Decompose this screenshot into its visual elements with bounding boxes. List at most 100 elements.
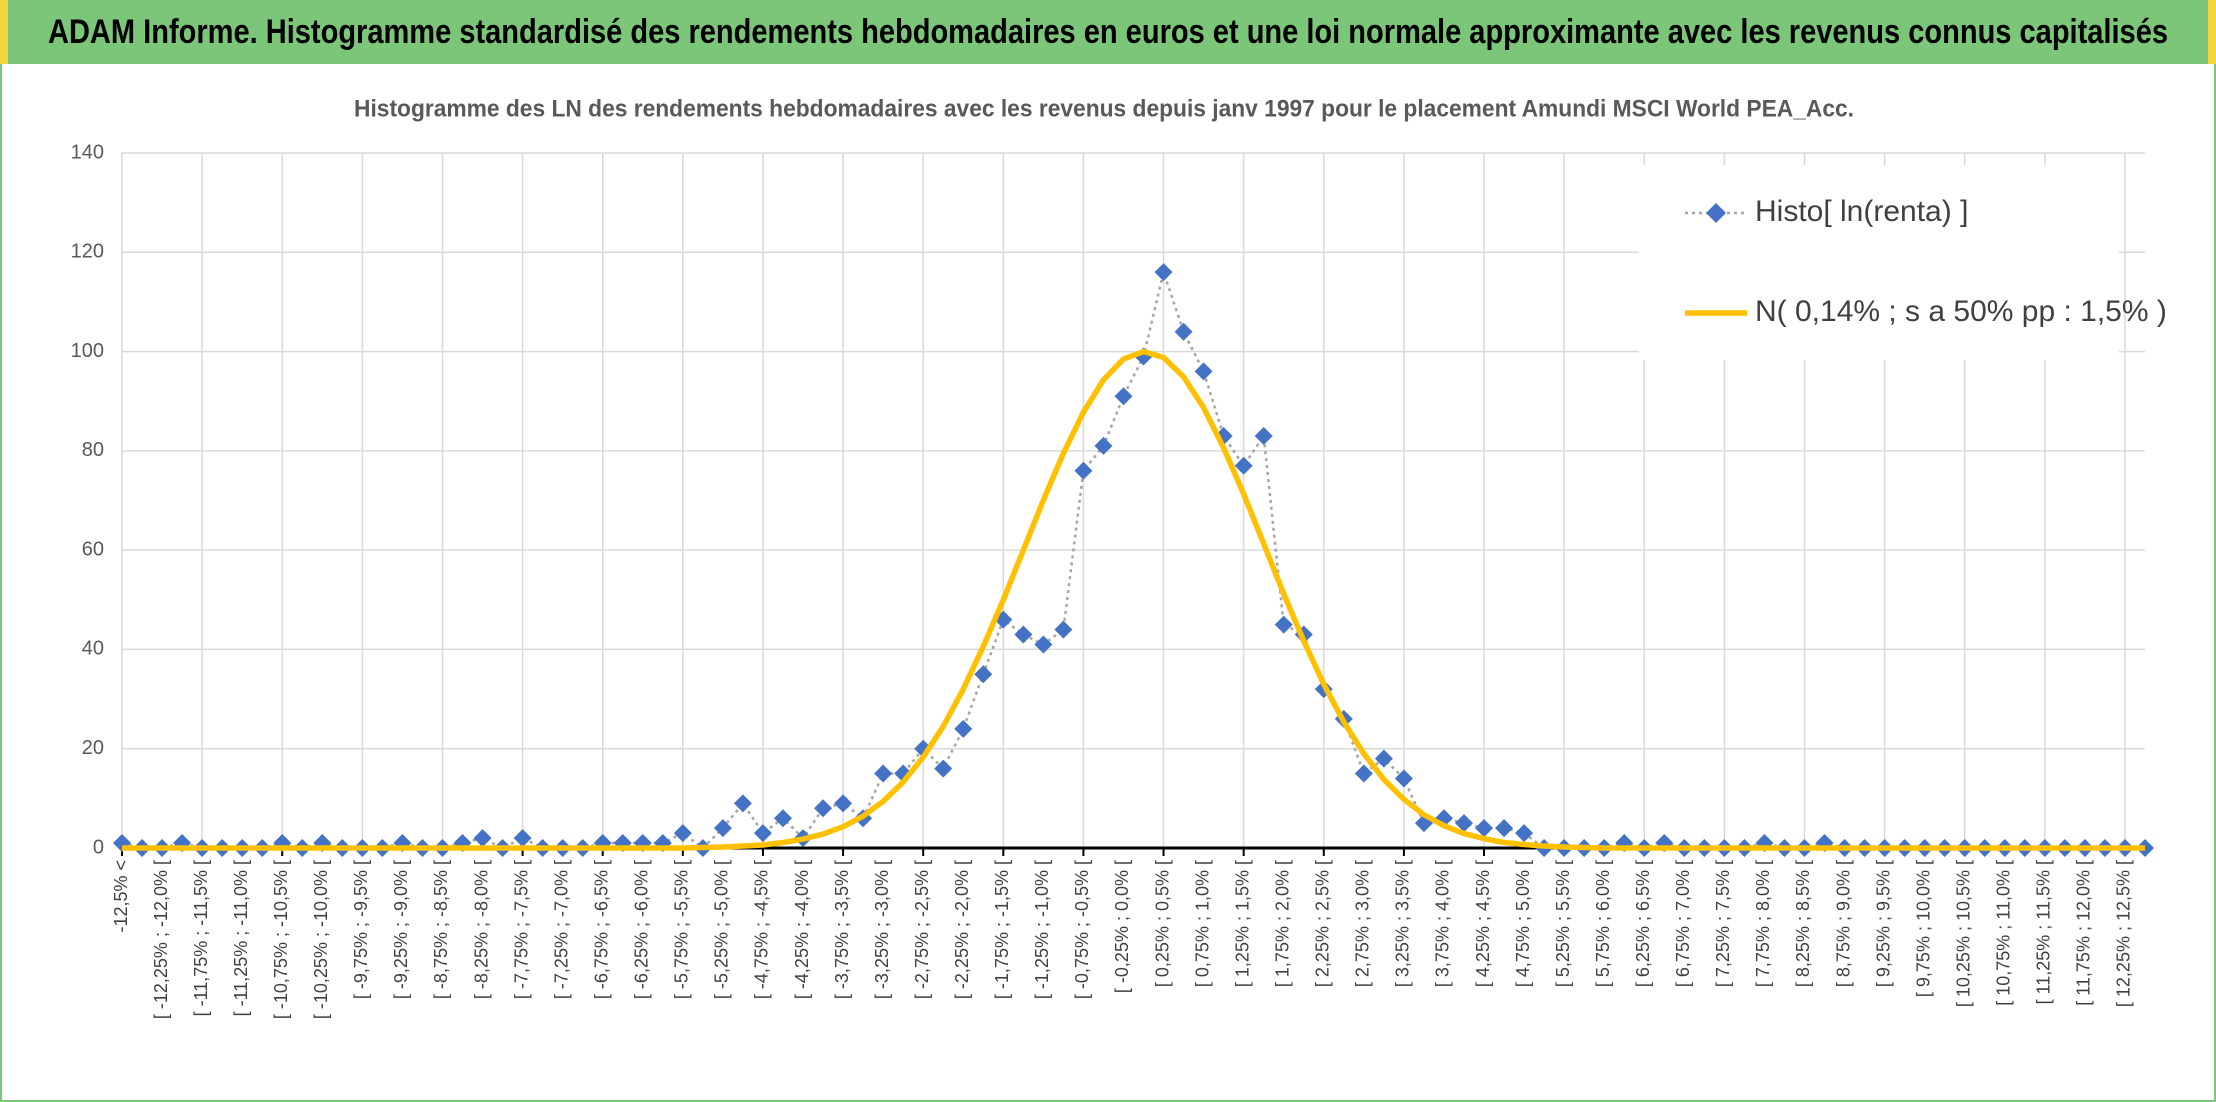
y-tick-label: 20: [82, 737, 104, 759]
data-point: [1274, 615, 1293, 634]
data-point: [673, 824, 692, 843]
header-bar: [0, 0, 2216, 64]
data-point: [1034, 635, 1053, 654]
x-tick-label: [ 11,25% ; 11,5% [: [2034, 860, 2054, 1004]
data-point: [1114, 387, 1133, 406]
x-tick-label: [ 5,75% ; 6,0% [: [1593, 860, 1613, 987]
data-point: [1054, 620, 1073, 639]
data-point: [1515, 824, 1534, 843]
x-tick-label: [ -2,75% ; -2,5% [: [912, 860, 932, 999]
x-tick-label: [ -8,25% ; -8,0% [: [471, 860, 491, 999]
x-tick-label: [ -11,25% ; -11,0% [: [231, 860, 251, 1016]
x-tick-label: [ 9,25% ; 9,5% [: [1873, 860, 1893, 987]
x-tick-label: [ -10,75% ; -10,5% [: [271, 860, 291, 1019]
x-tick-label: [ 2,75% ; 3,0% [: [1353, 860, 1373, 987]
y-tick-label: 120: [71, 241, 104, 263]
x-tick-label: [ 9,75% ; 10,0% [: [1913, 860, 1933, 997]
x-tick-label: [ -0,25% ; 0,0% [: [1112, 860, 1132, 993]
x-tick-label: [ 6,25% ; 6,5% [: [1633, 860, 1653, 987]
data-point: [1354, 764, 1373, 783]
y-tick-label: 80: [82, 439, 104, 461]
data-point: [1454, 814, 1473, 833]
x-tick-label: [ -5,25% ; -5,0% [: [712, 860, 732, 999]
x-tick-label: [ -1,75% ; -1,5% [: [992, 860, 1012, 999]
x-tick-label: [ -8,75% ; -8,5% [: [431, 860, 451, 999]
x-tick-label: [ 8,25% ; 8,5% [: [1793, 860, 1813, 987]
x-tick-label: [ 12,25% ; 12,5% [: [2114, 860, 2134, 1007]
data-point: [473, 829, 492, 848]
header-corner: [2208, 0, 2216, 64]
data-point: [753, 824, 772, 843]
y-tick-label: 0: [93, 836, 104, 858]
data-point: [1094, 436, 1113, 455]
data-point: [1254, 426, 1273, 445]
x-tick-label: [ 2,25% ; 2,5% [: [1313, 860, 1333, 987]
data-point: [713, 819, 732, 838]
x-tick-label: [ -9,25% ; -9,0% [: [391, 860, 411, 999]
x-tick-label: [ -3,75% ; -3,5% [: [832, 860, 852, 999]
data-point: [1234, 456, 1253, 475]
data-point: [1394, 769, 1413, 788]
data-point: [1194, 362, 1213, 381]
x-tick-label: [ 8,75% ; 9,0% [: [1833, 860, 1853, 987]
data-point: [1174, 322, 1193, 341]
x-tick-label: [ -6,25% ; -6,0% [: [632, 860, 652, 999]
data-point: [874, 764, 893, 783]
data-point: [934, 759, 953, 778]
data-point: [1374, 749, 1393, 768]
x-tick-label: [ -5,75% ; -5,5% [: [672, 860, 692, 999]
x-tick-label: [ -11,75% ; -11,5% [: [191, 860, 211, 1016]
x-tick-label: [ -9,75% ; -9,5% [: [351, 860, 371, 999]
x-tick-label: [ -7,75% ; -7,5% [: [511, 860, 531, 999]
x-tick-label: [ 5,25% ; 5,5% [: [1553, 860, 1573, 987]
x-tick-label: -12,5% <: [111, 860, 131, 933]
x-tick-label: [ -4,75% ; -4,5% [: [752, 860, 772, 999]
data-point: [513, 829, 532, 848]
data-point: [1014, 625, 1033, 644]
x-tick-label: [ 11,75% ; 12,0% [: [2074, 860, 2094, 1006]
x-tick-label: [ -2,25% ; -2,0% [: [952, 860, 972, 999]
data-point: [954, 719, 973, 738]
data-point: [814, 799, 833, 818]
x-tick-label: [ 0,75% ; 1,0% [: [1192, 860, 1212, 987]
x-tick-label: [ 3,75% ; 4,0% [: [1433, 860, 1453, 987]
x-tick-label: [ 7,25% ; 7,5% [: [1713, 860, 1733, 987]
x-tick-label: [ -0,75% ; -0,5% [: [1072, 860, 1092, 999]
x-tick-label: [ 7,75% ; 8,0% [: [1753, 860, 1773, 987]
data-point: [1074, 461, 1093, 480]
x-tick-label: [ -3,25% ; -3,0% [: [872, 860, 892, 999]
x-tick-label: [ 10,75% ; 11,0% [: [1994, 860, 2014, 1006]
normal-curve: [122, 348, 2145, 851]
y-tick-label: 40: [82, 638, 104, 660]
x-tick-label: [ 1,75% ; 2,0% [: [1272, 860, 1292, 987]
data-point: [1495, 819, 1514, 838]
x-tick-label: [ -7,25% ; -7,0% [: [551, 860, 571, 999]
x-tick-label: [ 3,25% ; 3,5% [: [1393, 860, 1413, 987]
x-tick-label: [ -12,25% ; -12,0% [: [151, 860, 171, 1019]
x-tick-label: [ 10,25% ; 10,5% [: [1953, 860, 1973, 1007]
legend-box: [1639, 165, 2119, 360]
legend-label: Histo[ ln(renta) ]: [1755, 195, 1968, 228]
legend-marker: [1706, 203, 1726, 223]
x-tick-label: [ -4,25% ; -4,0% [: [792, 860, 812, 999]
y-tick-label: 140: [71, 141, 104, 163]
x-tick-label: [ 6,75% ; 7,0% [: [1673, 860, 1693, 987]
x-tick-label: [ -10,25% ; -10,0% [: [311, 860, 331, 1019]
x-tick-label: [ -6,75% ; -6,5% [: [591, 860, 611, 999]
data-point: [1475, 819, 1494, 838]
data-point: [773, 809, 792, 828]
page-header: ADAM Informe. Histogramme standardisé de…: [48, 13, 2168, 51]
y-tick-label: 60: [82, 538, 104, 560]
legend-label: N( 0,14% ; s a 50% pp : 1,5% ): [1755, 295, 2167, 328]
data-point: [733, 794, 752, 813]
x-tick-label: [ 4,25% ; 4,5% [: [1473, 860, 1493, 987]
data-point: [974, 665, 993, 684]
x-tick-label: [ 1,25% ; 1,5% [: [1232, 860, 1252, 987]
y-tick-label: 100: [71, 340, 104, 362]
x-tick-label: [ 4,75% ; 5,0% [: [1513, 860, 1533, 987]
x-tick-label: [ 0,25% ; 0,5% [: [1152, 860, 1172, 987]
x-tick-label: [ -1,25% ; -1,0% [: [1032, 860, 1052, 999]
header-corner: [0, 0, 8, 64]
